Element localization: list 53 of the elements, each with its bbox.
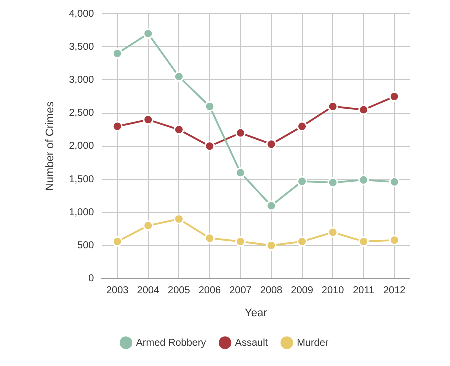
point [235, 236, 246, 247]
x-tick-label: 2010 [322, 286, 345, 297]
x-tick-label: 2007 [230, 286, 252, 297]
y-tick-label: 3,000 [69, 74, 95, 86]
point [358, 236, 370, 247]
x-tick-label: 2004 [137, 286, 160, 297]
point [143, 28, 154, 40]
point [297, 121, 308, 132]
point [389, 235, 400, 246]
point [112, 121, 123, 132]
point [266, 139, 277, 150]
x-axis-title: Year [244, 307, 268, 320]
legend-label: Assault [235, 338, 268, 349]
point [235, 128, 246, 138]
x-tick-label: 2003 [106, 286, 130, 297]
point [204, 101, 216, 112]
y-tick-label: 4,000 [69, 8, 95, 20]
legend-label: Armed Robbery [136, 338, 206, 349]
y-tick-label: 1,000 [69, 207, 95, 218]
x-tick-label: 2012 [383, 286, 406, 297]
y-axis-title: Number of Crimes [44, 101, 57, 192]
point [204, 233, 216, 244]
y-tick-label: 0 [88, 274, 95, 285]
point [297, 176, 308, 187]
y-tick-label: 3,500 [69, 42, 95, 53]
y-tick-label: 500 [78, 240, 95, 252]
x-tick-label: 2008 [260, 286, 284, 297]
x-tick-label: 2011 [353, 286, 376, 297]
point [328, 178, 338, 188]
point [204, 141, 216, 152]
point [112, 236, 123, 247]
point [174, 72, 184, 82]
point [297, 236, 308, 247]
point [112, 48, 123, 59]
point [174, 124, 184, 136]
point [358, 104, 370, 116]
y-tick-label: 1,500 [69, 174, 95, 186]
x-tick-label: 2006 [198, 286, 222, 297]
x-tick-label: 2005 [168, 286, 191, 297]
point [143, 220, 154, 232]
legend-label: Murder [297, 338, 330, 349]
x-tick-label: 2009 [291, 286, 314, 297]
y-tick-label: 2,000 [69, 141, 95, 152]
point [358, 174, 370, 186]
y-tick-label: 2,500 [69, 108, 95, 120]
point [143, 114, 154, 126]
point [174, 214, 184, 224]
point [389, 176, 400, 188]
point [328, 101, 338, 112]
point [389, 92, 400, 102]
point [328, 227, 338, 238]
point [266, 240, 277, 251]
point [266, 200, 277, 212]
